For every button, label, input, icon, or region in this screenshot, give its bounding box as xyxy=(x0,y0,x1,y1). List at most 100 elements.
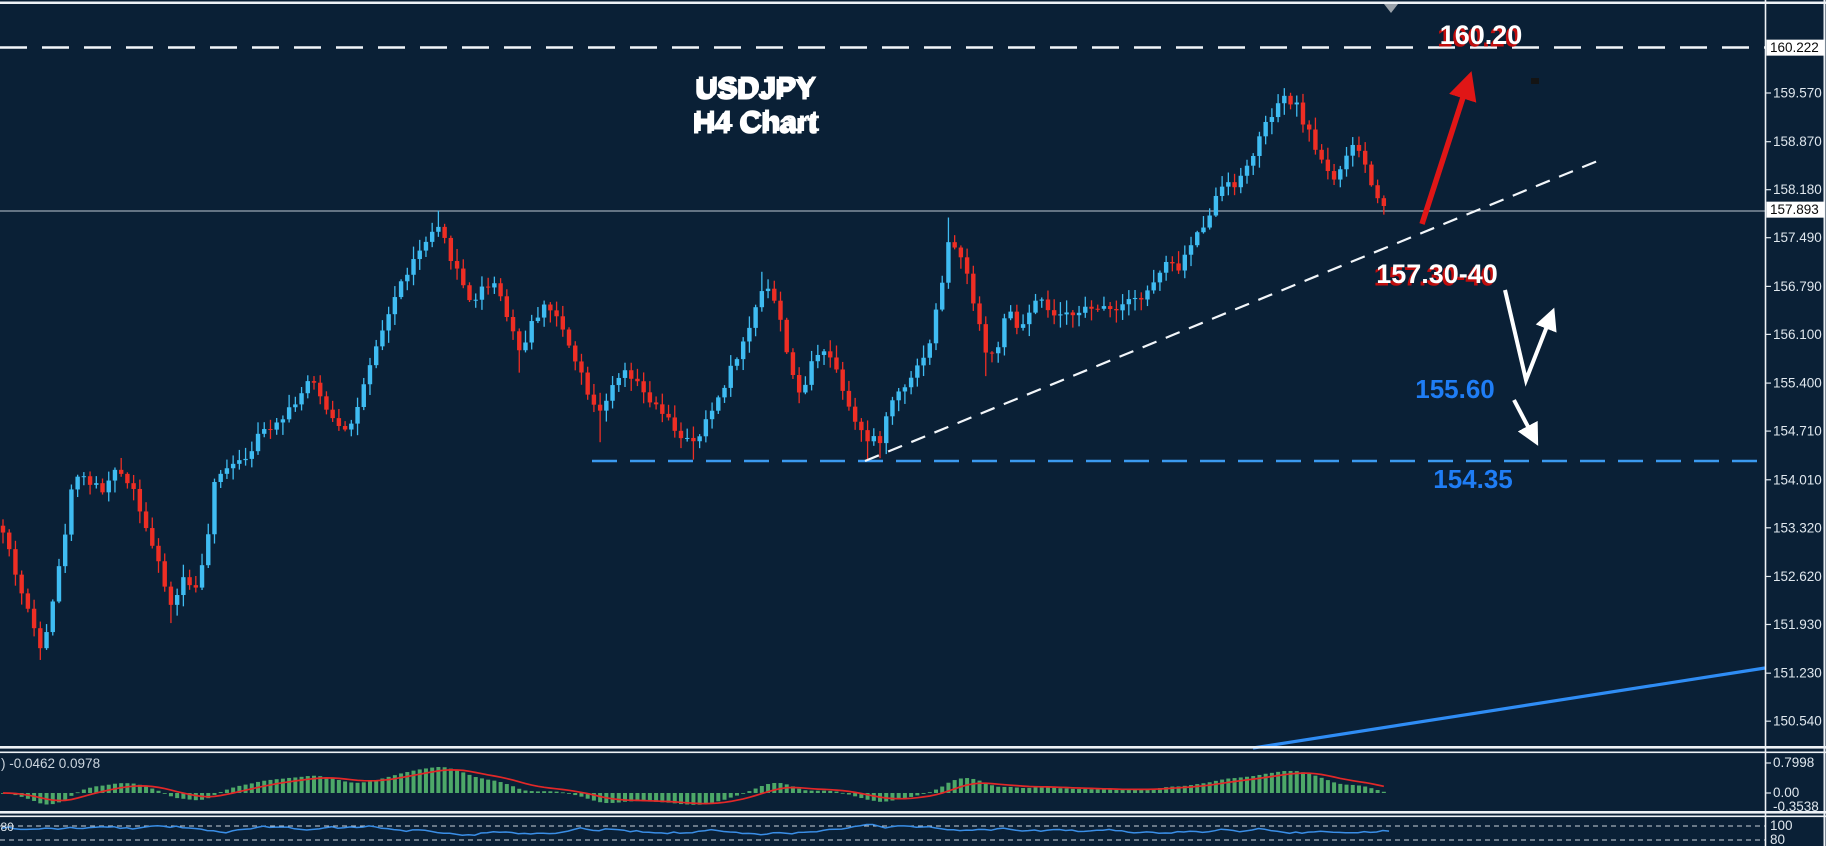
white-v-arrow[interactable] xyxy=(1503,289,1557,387)
candle xyxy=(31,608,37,629)
label-155-60[interactable]: 155.60 xyxy=(1415,374,1495,404)
rising-trendline-blue[interactable] xyxy=(1252,666,1766,750)
candle xyxy=(454,261,460,269)
separator-macd-oscillator[interactable] xyxy=(0,811,1826,814)
macd-histogram-bar xyxy=(1356,785,1361,793)
separator-main-macd[interactable] xyxy=(0,746,1826,749)
title-timeframe: H4 Chart xyxy=(694,105,819,138)
candle xyxy=(809,361,814,385)
candle xyxy=(224,468,230,474)
macd-histogram-bar xyxy=(1195,784,1200,793)
candle xyxy=(280,419,286,423)
macd-histogram-bar xyxy=(430,767,435,793)
candle xyxy=(492,283,497,288)
macd-histogram-bar xyxy=(834,791,839,793)
candle xyxy=(940,282,945,310)
candle xyxy=(1020,324,1026,328)
candle xyxy=(996,347,1001,354)
candle xyxy=(622,370,628,378)
macd-histogram-bar xyxy=(1263,773,1268,793)
macd-histogram-bar xyxy=(150,788,155,793)
macd-histogram-bar xyxy=(803,790,808,793)
price-tick-label: 153.320 xyxy=(1773,520,1822,535)
macd-histogram-bar xyxy=(890,793,895,801)
macd-histogram-bar xyxy=(921,793,926,794)
highlighted-price-label: 157.893 xyxy=(1770,202,1819,217)
oscillator-axis: 100 80 xyxy=(1770,818,1793,846)
label-157-30-40[interactable]: 157.30-40 xyxy=(1376,259,1498,289)
candle xyxy=(342,425,348,430)
candle xyxy=(734,359,740,366)
macd-histogram-bar xyxy=(946,782,951,793)
macd-histogram-bar xyxy=(716,793,721,802)
macd-histogram-bar xyxy=(1133,789,1138,793)
candle xyxy=(1157,272,1163,283)
macd-histogram-bar xyxy=(386,776,391,793)
candle xyxy=(1101,306,1107,309)
macd-histogram-bar xyxy=(591,793,596,801)
macd-histogram-bar xyxy=(1300,772,1305,793)
candle xyxy=(504,296,510,318)
candle xyxy=(1325,159,1331,172)
macd-histogram-bar xyxy=(1213,780,1218,793)
candle xyxy=(1313,129,1318,150)
rising-trendline-dashed[interactable] xyxy=(864,158,1601,463)
candle xyxy=(1331,171,1337,180)
candle xyxy=(1076,312,1082,316)
candle xyxy=(1201,227,1206,233)
macd-histogram-bar xyxy=(1201,783,1206,793)
white-down-arrow[interactable] xyxy=(1512,399,1539,446)
macd-histogram-bar xyxy=(504,784,509,793)
candle xyxy=(1027,312,1032,325)
macd-histogram-bar xyxy=(1269,772,1274,793)
highlighted-price-box xyxy=(1766,39,1825,56)
macd-histogram-bar xyxy=(1307,773,1312,793)
label-157-30-40-shadow: 157.30-40 xyxy=(1374,262,1496,292)
macd-histogram-bar xyxy=(815,790,820,793)
candle xyxy=(1294,102,1299,105)
macd-histogram-bar xyxy=(1114,789,1119,793)
macd-histogram-bar xyxy=(958,778,963,793)
macd-histogram-bar xyxy=(1008,786,1013,793)
candle xyxy=(915,365,920,378)
macd-histogram-bar xyxy=(237,785,242,793)
macd-histogram-bar xyxy=(131,783,136,793)
candle xyxy=(890,400,895,417)
macd-histogram-bar xyxy=(88,787,93,793)
macd-histogram-bar xyxy=(896,793,901,800)
macd-histogram-bar xyxy=(623,793,627,802)
candle xyxy=(330,409,335,419)
price-tick-label: 152.620 xyxy=(1773,569,1822,584)
macd-histogram-bar xyxy=(1021,787,1026,793)
candle xyxy=(1058,314,1063,316)
price-tick-label: 158.180 xyxy=(1773,182,1822,197)
macd-histogram-bar xyxy=(243,784,248,793)
candle xyxy=(1350,144,1355,156)
red-up-arrow[interactable] xyxy=(1419,71,1477,225)
candle xyxy=(896,391,901,401)
macd-histogram-bar xyxy=(81,789,86,793)
label-154-35[interactable]: 154.35 xyxy=(1433,464,1513,494)
macd-histogram-bar xyxy=(156,790,161,793)
candle xyxy=(641,381,646,393)
candle xyxy=(94,483,99,485)
macd-histogram-bar xyxy=(1083,789,1088,793)
macd-histogram-bar xyxy=(766,783,771,793)
macd-histogram-bar xyxy=(442,767,447,793)
label-160-20[interactable]: 160.20 xyxy=(1440,20,1523,50)
separator-main-macd-inner xyxy=(0,751,1826,754)
macd-histogram-bar xyxy=(629,793,634,802)
candle xyxy=(685,437,690,439)
highlighted-price-box xyxy=(1766,201,1825,218)
macd-histogram-bar xyxy=(137,784,142,793)
candle xyxy=(411,259,416,275)
chart-shift-marker-icon[interactable] xyxy=(1384,4,1398,13)
candle xyxy=(187,577,192,586)
macd-histogram-bar xyxy=(927,792,932,793)
candle xyxy=(1045,299,1051,311)
macd-histogram-bar xyxy=(1369,788,1374,793)
candle xyxy=(318,382,323,397)
candle xyxy=(952,242,957,248)
candle xyxy=(1145,290,1150,300)
